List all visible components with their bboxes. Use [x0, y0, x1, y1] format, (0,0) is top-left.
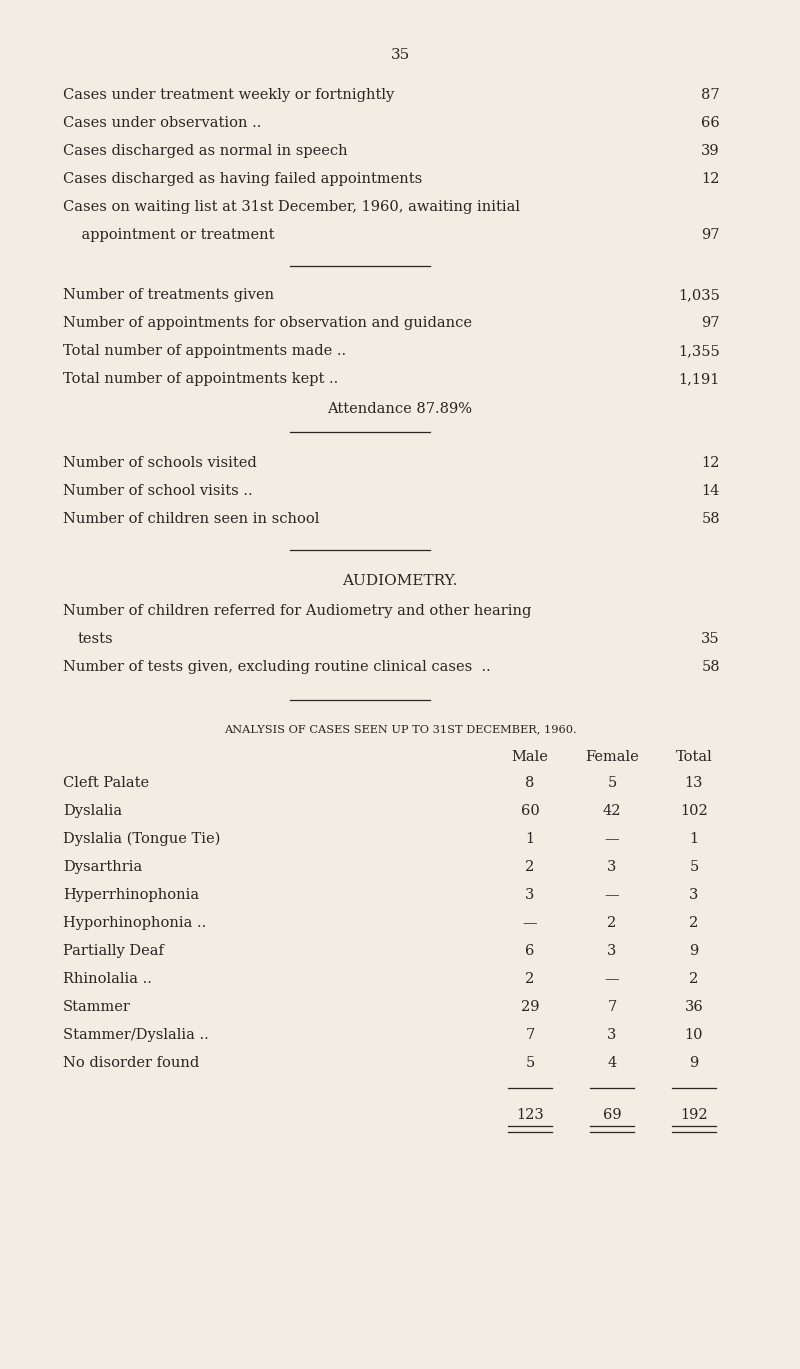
Text: Attendance 87.89%: Attendance 87.89% — [327, 402, 473, 416]
Text: Stammer/Dyslalia ..: Stammer/Dyslalia .. — [63, 1028, 209, 1042]
Text: Number of treatments given: Number of treatments given — [63, 287, 274, 303]
Text: Cleft Palate: Cleft Palate — [63, 776, 149, 790]
Text: 192: 192 — [680, 1108, 708, 1123]
Text: 12: 12 — [702, 456, 720, 470]
Text: —: — — [605, 832, 619, 846]
Text: Cases discharged as normal in speech: Cases discharged as normal in speech — [63, 144, 348, 157]
Text: Number of tests given, excluding routine clinical cases  ..: Number of tests given, excluding routine… — [63, 660, 490, 674]
Text: appointment or treatment: appointment or treatment — [63, 229, 274, 242]
Text: 3: 3 — [526, 888, 534, 902]
Text: Cases on waiting list at 31st December, 1960, awaiting initial: Cases on waiting list at 31st December, … — [63, 200, 520, 214]
Text: Male: Male — [511, 750, 549, 764]
Text: Dyslalia: Dyslalia — [63, 804, 122, 819]
Text: 8: 8 — [526, 776, 534, 790]
Text: Cases under treatment weekly or fortnightly: Cases under treatment weekly or fortnigh… — [63, 88, 394, 103]
Text: 36: 36 — [685, 999, 703, 1014]
Text: 3: 3 — [607, 860, 617, 873]
Text: Hyporhinophonia ..: Hyporhinophonia .. — [63, 916, 206, 930]
Text: tests: tests — [78, 632, 114, 646]
Text: 3: 3 — [690, 888, 698, 902]
Text: Number of children seen in school: Number of children seen in school — [63, 512, 319, 526]
Text: Total: Total — [676, 750, 712, 764]
Text: 97: 97 — [702, 316, 720, 330]
Text: 1,191: 1,191 — [678, 372, 720, 386]
Text: 12: 12 — [702, 172, 720, 186]
Text: 5: 5 — [607, 776, 617, 790]
Text: 29: 29 — [521, 999, 539, 1014]
Text: Dyslalia (Tongue Tie): Dyslalia (Tongue Tie) — [63, 832, 220, 846]
Text: Stammer: Stammer — [63, 999, 131, 1014]
Text: 1,355: 1,355 — [678, 344, 720, 359]
Text: Dysarthria: Dysarthria — [63, 860, 142, 873]
Text: 2: 2 — [607, 916, 617, 930]
Text: ANALYSIS OF CASES SEEN UP TO 31ST DECEMBER, 1960.: ANALYSIS OF CASES SEEN UP TO 31ST DECEMB… — [224, 724, 576, 734]
Text: 14: 14 — [702, 485, 720, 498]
Text: 5: 5 — [526, 1055, 534, 1071]
Text: 6: 6 — [526, 945, 534, 958]
Text: 7: 7 — [607, 999, 617, 1014]
Text: Partially Deaf: Partially Deaf — [63, 945, 164, 958]
Text: —: — — [605, 888, 619, 902]
Text: 58: 58 — [702, 512, 720, 526]
Text: 2: 2 — [526, 860, 534, 873]
Text: Hyperrhinophonia: Hyperrhinophonia — [63, 888, 199, 902]
Text: 35: 35 — [390, 48, 410, 62]
Text: 3: 3 — [607, 1028, 617, 1042]
Text: 7: 7 — [526, 1028, 534, 1042]
Text: Number of schools visited: Number of schools visited — [63, 456, 257, 470]
Text: Number of children referred for Audiometry and other hearing: Number of children referred for Audiomet… — [63, 604, 531, 617]
Text: 123: 123 — [516, 1108, 544, 1123]
Text: 42: 42 — [602, 804, 622, 819]
Text: 69: 69 — [602, 1108, 622, 1123]
Text: Cases under observation ..: Cases under observation .. — [63, 116, 262, 130]
Text: 58: 58 — [702, 660, 720, 674]
Text: Rhinolalia ..: Rhinolalia .. — [63, 972, 152, 986]
Text: 9: 9 — [690, 1055, 698, 1071]
Text: Total number of appointments made ..: Total number of appointments made .. — [63, 344, 346, 359]
Text: AUDIOMETRY.: AUDIOMETRY. — [342, 574, 458, 589]
Text: No disorder found: No disorder found — [63, 1055, 199, 1071]
Text: 3: 3 — [607, 945, 617, 958]
Text: 5: 5 — [690, 860, 698, 873]
Text: Cases discharged as having failed appointments: Cases discharged as having failed appoin… — [63, 172, 422, 186]
Text: 97: 97 — [702, 229, 720, 242]
Text: Female: Female — [585, 750, 639, 764]
Text: 102: 102 — [680, 804, 708, 819]
Text: 60: 60 — [521, 804, 539, 819]
Text: 13: 13 — [685, 776, 703, 790]
Text: 9: 9 — [690, 945, 698, 958]
Text: —: — — [522, 916, 538, 930]
Text: 35: 35 — [702, 632, 720, 646]
Text: 10: 10 — [685, 1028, 703, 1042]
Text: 1: 1 — [526, 832, 534, 846]
Text: 87: 87 — [702, 88, 720, 103]
Text: 1,035: 1,035 — [678, 287, 720, 303]
Text: Total number of appointments kept ..: Total number of appointments kept .. — [63, 372, 338, 386]
Text: 2: 2 — [526, 972, 534, 986]
Text: 4: 4 — [607, 1055, 617, 1071]
Text: 1: 1 — [690, 832, 698, 846]
Text: 2: 2 — [690, 916, 698, 930]
Text: 66: 66 — [702, 116, 720, 130]
Text: 39: 39 — [702, 144, 720, 157]
Text: —: — — [605, 972, 619, 986]
Text: Number of school visits ..: Number of school visits .. — [63, 485, 253, 498]
Text: Number of appointments for observation and guidance: Number of appointments for observation a… — [63, 316, 472, 330]
Text: 2: 2 — [690, 972, 698, 986]
